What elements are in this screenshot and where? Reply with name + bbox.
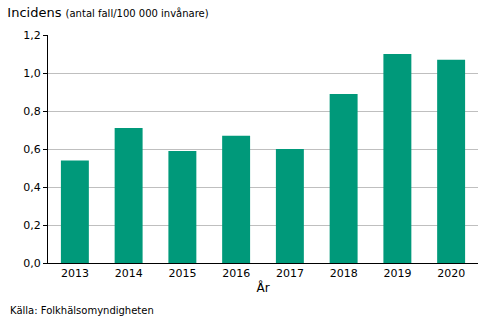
svg-text:0,2: 0,2 [23, 219, 41, 232]
svg-text:2013: 2013 [61, 267, 89, 280]
svg-text:2019: 2019 [383, 267, 411, 280]
svg-text:2018: 2018 [330, 267, 358, 280]
svg-text:År: År [256, 280, 269, 295]
svg-text:1,0: 1,0 [23, 67, 41, 80]
svg-text:2014: 2014 [115, 267, 143, 280]
svg-text:2015: 2015 [168, 267, 196, 280]
svg-text:2017: 2017 [276, 267, 304, 280]
svg-text:2020: 2020 [437, 267, 465, 280]
svg-text:Incidens (antal fall/100 000 i: Incidens (antal fall/100 000 invånare) [7, 5, 208, 20]
svg-text:0,4: 0,4 [23, 181, 41, 194]
svg-text:2016: 2016 [222, 267, 250, 280]
svg-text:0,0: 0,0 [23, 257, 41, 270]
svg-text:1,2: 1,2 [23, 29, 41, 42]
svg-text:0,8: 0,8 [23, 105, 41, 118]
svg-text:Källa: Folkhälsomyndigheten: Källa: Folkhälsomyndigheten [10, 305, 154, 316]
svg-text:0,6: 0,6 [23, 143, 41, 156]
